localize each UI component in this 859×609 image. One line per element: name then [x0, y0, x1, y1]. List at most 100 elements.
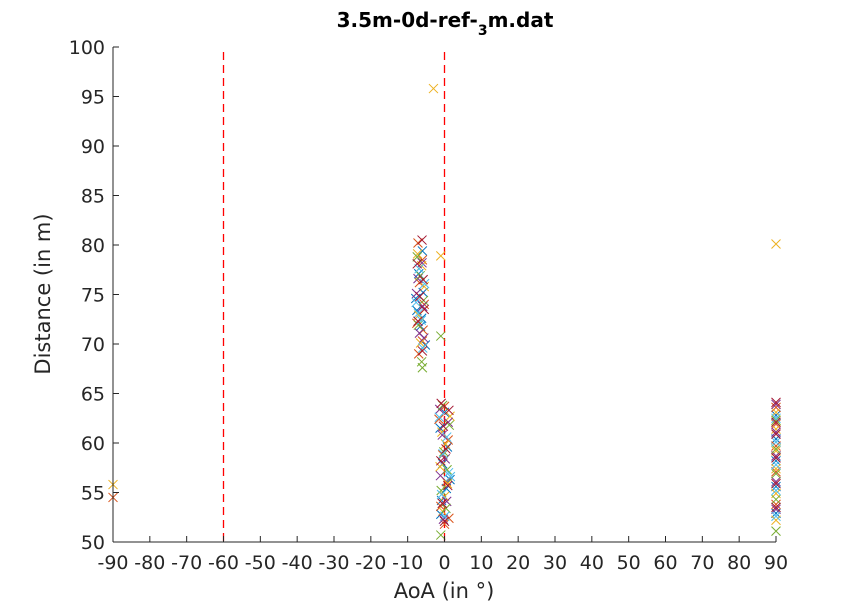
- data-point: [771, 451, 781, 461]
- x-tick-label: 90: [764, 552, 788, 574]
- data-point: [436, 489, 447, 500]
- data-point: [434, 412, 445, 423]
- data-point: [445, 411, 455, 422]
- data-point: [771, 499, 781, 510]
- y-tick-label: 50: [81, 532, 105, 554]
- data-point: [438, 449, 448, 459]
- reference-lines: [222, 52, 446, 542]
- y-axis-ticks: 50 55 60 65 70 75 80 85 90 95 100: [69, 37, 119, 554]
- data-point: [435, 501, 446, 512]
- data-point: [771, 455, 781, 466]
- data-point: [771, 494, 781, 505]
- data-point: [771, 476, 781, 487]
- plot-area: -90 -80 -70 -60 -50 -40 -30 -20 -10 0 10 20 30 40 50 60…: [69, 37, 788, 574]
- data-point: [437, 498, 448, 509]
- x-tick-label: -20: [355, 552, 386, 574]
- data-point: [412, 249, 423, 259]
- data-point: [439, 491, 450, 502]
- data-point: [416, 356, 427, 367]
- data-point: [442, 464, 452, 475]
- data-point: [771, 511, 781, 522]
- data-point: [413, 316, 423, 327]
- data-point: [438, 514, 449, 525]
- data-point: [771, 434, 781, 444]
- data-point: [771, 478, 781, 489]
- x-tick-label: 30: [543, 552, 567, 574]
- x-tick-label: 60: [653, 552, 677, 574]
- data-point: [435, 331, 446, 341]
- data-point: [771, 427, 781, 437]
- data-point: [438, 447, 449, 457]
- y-tick-label: 60: [81, 433, 105, 455]
- data-point: [441, 503, 451, 514]
- x-tick-label: 50: [617, 552, 641, 574]
- y-tick-label: 90: [81, 136, 105, 158]
- data-point: [436, 485, 447, 496]
- series-group: [108, 238, 781, 530]
- x-tick-label: 80: [727, 552, 751, 574]
- data-point: [771, 526, 781, 536]
- x-axis-ticks: -90 -80 -70 -60 -50 -40 -30 -20 -10 0 10 20 30 40 50 60…: [97, 536, 788, 574]
- data-point: [413, 238, 423, 248]
- data-point: [771, 485, 781, 496]
- data-point: [771, 397, 781, 408]
- x-tick-label: -10: [392, 552, 423, 574]
- data-point: [771, 424, 781, 434]
- data-point: [771, 459, 781, 470]
- data-point: [419, 304, 430, 315]
- data-point: [411, 297, 421, 308]
- y-tick-label: 65: [81, 384, 105, 406]
- data-point: [417, 343, 428, 353]
- chart-title-suffix: m.dat: [488, 8, 554, 32]
- data-point: [414, 291, 425, 302]
- data-point: [415, 338, 426, 348]
- y-tick-label: 100: [69, 37, 105, 59]
- x-tick-label: 10: [469, 552, 493, 574]
- data-point: [771, 417, 781, 428]
- data-point: [412, 252, 423, 262]
- data-point: [771, 466, 781, 477]
- data-point: [442, 480, 453, 491]
- data-point: [419, 333, 429, 343]
- data-point: [438, 421, 449, 432]
- data-point: [416, 315, 427, 326]
- data-point: [771, 437, 781, 447]
- x-tick-label: 40: [580, 552, 604, 574]
- data-point: [418, 274, 428, 285]
- x-tick-label: -80: [134, 552, 165, 574]
- data-point: [771, 452, 781, 463]
- data-point: [435, 530, 446, 540]
- y-tick-label: 55: [81, 483, 105, 505]
- data-point: [444, 405, 454, 416]
- data-point: [771, 429, 781, 439]
- data-point: [441, 444, 451, 454]
- series-group: [411, 263, 781, 522]
- data-point: [771, 481, 781, 492]
- x-axis-label: AoA (in °): [394, 579, 495, 603]
- x-tick-label: 70: [690, 552, 714, 574]
- data-point: [771, 444, 781, 454]
- x-tick-label: 20: [506, 552, 530, 574]
- data-point: [413, 320, 424, 331]
- data-point: [771, 441, 781, 451]
- data-point: [414, 263, 424, 274]
- y-axis-label: Distance (in m): [31, 213, 55, 374]
- data-point: [417, 346, 428, 356]
- x-tick-label: 0: [438, 552, 450, 574]
- data-point: [441, 432, 452, 442]
- data-point: [436, 398, 447, 409]
- series-group: [412, 235, 781, 527]
- y-tick-label: 75: [81, 285, 105, 307]
- data-point: [439, 516, 450, 527]
- x-tick-label: -40: [282, 552, 313, 574]
- data-point: [771, 515, 781, 526]
- data-point: [771, 239, 781, 249]
- data-markers: [108, 83, 781, 540]
- data-point: [417, 235, 427, 245]
- data-point: [445, 471, 456, 482]
- data-point: [771, 399, 781, 410]
- x-tick-label: -60: [208, 552, 239, 574]
- chart-title: 3.5m-0d-ref-3m.dat: [337, 8, 554, 39]
- data-point: [443, 417, 454, 428]
